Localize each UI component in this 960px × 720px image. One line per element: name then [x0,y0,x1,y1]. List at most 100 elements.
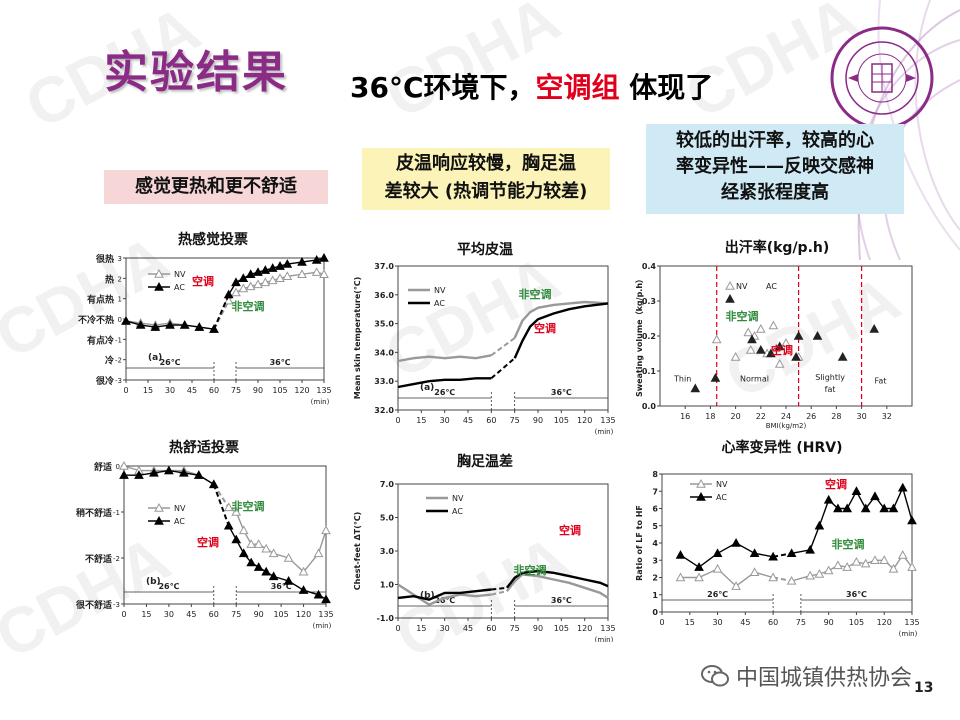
panel-label: (a) [420,383,434,393]
x-tick-label: 105 [273,610,288,619]
chart-title: 热感觉投票 [178,231,248,248]
data-point-ac [179,467,189,477]
x-tick-label: 60 [486,416,496,425]
data-point-ac [223,520,234,530]
phase-label: 26℃ [707,590,728,599]
x-tick-label: 105 [554,416,569,425]
y-tick-label: 36.0 [374,291,394,300]
data-point-ac [833,503,843,513]
y-tick-label: 3 [652,556,658,565]
annotation-ac: 空调 [771,343,793,357]
x-tick-label: 90 [824,618,834,627]
x-tick-label: 0 [395,416,400,425]
zone-label: Fat [875,376,887,385]
series-line-nv [513,300,609,339]
x-tick-label: 135 [316,386,331,395]
data-point-ac [805,544,815,554]
data-point-nv [833,560,843,570]
x-tick-label: 15 [416,624,426,633]
chart-sweating-rate: 出汗率(kg/p.h) 16 18 20 22 24 26 28 30 32 BMI(kg/m2) 0… [634,239,913,430]
data-point-ac [150,322,161,331]
data-point-ac [812,330,823,340]
legend-marker [696,478,706,488]
x-unit-label: (min) [899,630,918,638]
phase-label: 36℃ [271,582,292,591]
series-line-ac [513,302,609,359]
legend-label: NV [736,282,748,291]
data-point-nv [275,273,285,283]
y-tick-label: 34.0 [374,348,394,357]
x-tick-label: 120 [294,386,309,395]
x-tick-label: 135 [904,618,919,627]
x-tick-label: 60 [486,624,496,633]
chart-title: 热舒适投票 [169,439,239,456]
data-point-ac [223,289,234,299]
data-point-ac [135,320,146,329]
y-tick-label: 舒适 [94,461,112,473]
data-point-nv [238,283,249,293]
data-point-nv [253,279,263,289]
legend-label: AC [174,283,185,292]
y-axis-label: Sweating volume（kg/p.h） [634,275,644,397]
y-tick-label: 5.0 [380,514,395,523]
data-point-ac [710,372,721,382]
x-tick-label: 30 [857,412,867,421]
x-tick-label: 135 [600,624,615,633]
data-point-ac [208,479,219,489]
x-tick-label: 15 [143,386,153,395]
y-tick-label: 33.0 [374,377,394,386]
phase-label: 36℃ [270,358,291,367]
data-point-nv [313,548,324,558]
x-tick-label: 15 [685,618,695,627]
y-tick-number: -1 [115,336,122,344]
data-point-ac [209,324,219,333]
y-tick-label: 0.3 [642,297,656,306]
annotation-ac: 空调 [559,523,581,537]
legend-label: NV [452,494,464,503]
y-tick-label: 很冷 [95,375,114,387]
data-point-nv [870,555,880,564]
legend-marker [725,280,735,290]
legend-label: NV [174,270,186,279]
x-tick-label: 28 [831,412,841,421]
y-tick-label: 0.2 [642,332,656,341]
x-tick-label: 24 [781,412,791,421]
x-tick-label: 90 [533,624,543,633]
annotation-nv: 非空调 [726,309,759,323]
y-tick-label: 37.0 [374,262,394,271]
x-tick-label: 45 [463,624,473,633]
legend-label: NV [434,286,446,295]
y-tick-label: 5 [652,522,658,531]
data-point-nv [223,295,234,305]
data-point-nv [743,327,754,337]
phase-label: 26℃ [434,388,455,397]
series-line-nv [680,568,774,588]
legend-marker [154,515,164,525]
x-tick-label: 0 [121,610,126,619]
x-tick-label: 90 [533,416,543,425]
data-point-ac [814,520,825,530]
data-point-ac [897,482,908,492]
legend-marker [154,281,164,291]
data-point-nv [851,556,862,566]
data-point-nv [781,337,791,347]
panel-label: (b) [420,591,435,601]
x-tick-label: 120 [577,624,592,633]
y-tick-label: 6 [652,505,658,514]
data-point-ac [238,548,249,558]
plot-frame [397,265,609,411]
data-point-ac [164,465,174,475]
x-tick-label: 135 [318,610,333,619]
y-tick-number: 2 [118,275,122,283]
data-point-nv [712,563,723,573]
annotation-ac: 空调 [192,274,214,288]
x-tick-label: 45 [740,618,750,627]
data-point-ac [149,467,159,477]
y-tick-label: 0.1 [642,367,657,376]
x-tick-label: 15 [141,610,151,619]
plot-frame [123,465,327,605]
data-point-ac [694,562,704,571]
data-point-ac [888,503,899,513]
data-point-nv [879,555,890,564]
